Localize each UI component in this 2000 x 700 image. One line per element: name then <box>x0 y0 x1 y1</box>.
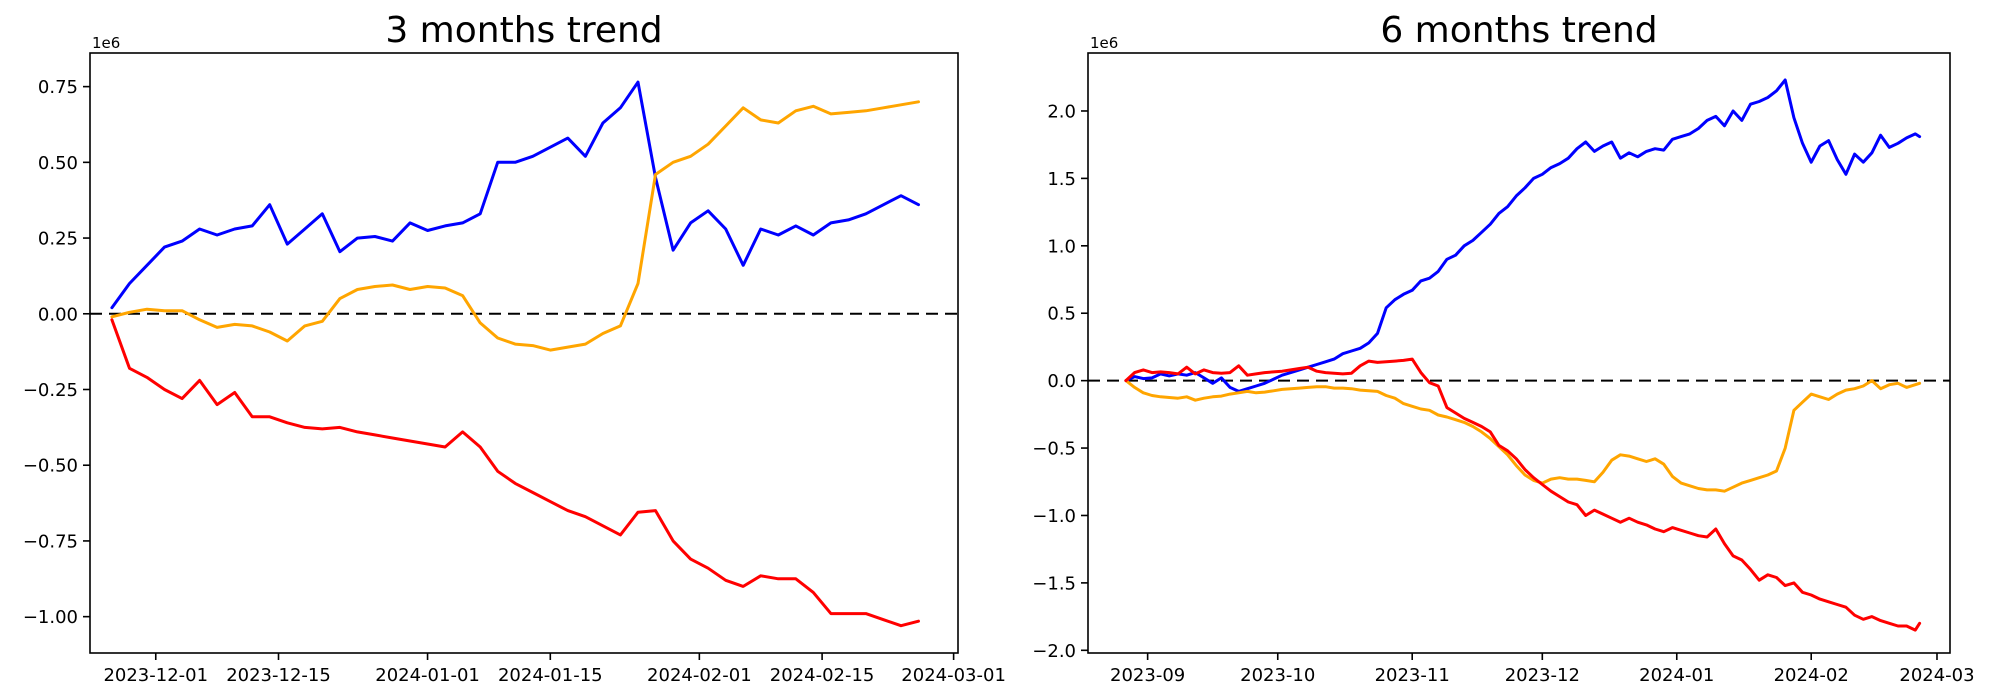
y-tick-label: 0.50 <box>38 153 78 174</box>
y-tick-label: 0.5 <box>1047 304 1076 325</box>
axes-frame <box>1087 52 1951 654</box>
x-tick-label: 2024-01-01 <box>375 665 480 686</box>
y-tick-label: −1.00 <box>23 607 78 628</box>
x-tick-label: 2023-10 <box>1240 665 1315 686</box>
y-tick-label: 1.0 <box>1047 236 1076 257</box>
y-tick-label: −1.0 <box>1032 506 1076 527</box>
x-tick-label: 2024-03-01 <box>901 665 1006 686</box>
x-tick-label: 2024-01-15 <box>498 665 603 686</box>
y-tick-label: −1.5 <box>1032 573 1076 594</box>
x-tick-label: 2024-02 <box>1774 665 1849 686</box>
x-tick-label: 2024-01 <box>1639 665 1714 686</box>
x-tick-label: 2023-12-01 <box>103 665 208 686</box>
series-line-red <box>110 318 920 628</box>
y-axis-offset-label: 1e6 <box>92 34 120 52</box>
x-tick-label: 2024-02-01 <box>647 665 752 686</box>
series-line-red <box>1124 357 1922 632</box>
y-tick-label: −0.75 <box>23 531 78 552</box>
plot-area-3-months: 2023-12-01 2023-12-15 2024-01-01 2024-01-15… <box>23 52 1006 686</box>
y-axis-offset-label: 1e6 <box>1090 34 1118 52</box>
y-tick-label: 2.0 <box>1047 101 1076 122</box>
x-tick-label: 2023-11 <box>1375 665 1450 686</box>
x-tick-label: 2024-03 <box>1899 665 1974 686</box>
series-line-orange <box>1124 379 1922 493</box>
series-line-orange <box>110 100 920 352</box>
y-tick-label: 0.75 <box>38 77 78 98</box>
x-tick-label: 2024-02-15 <box>770 665 875 686</box>
y-tick-label: 0.25 <box>38 229 78 250</box>
x-tick-label: 2023-12 <box>1505 665 1580 686</box>
chart-title-6-months: 6 months trend <box>1380 10 1657 51</box>
y-tick-label: −0.5 <box>1032 439 1076 460</box>
y-tick-label: 0.0 <box>1047 371 1076 392</box>
y-tick-label: −2.0 <box>1032 641 1076 662</box>
x-tick-label: 2023-09 <box>1110 665 1185 686</box>
series-line-blue <box>1124 78 1922 393</box>
x-tick-label: 2023-12-15 <box>226 665 331 686</box>
y-tick-label: 0.00 <box>38 304 78 325</box>
chart-title-3-months: 3 months trend <box>385 10 662 51</box>
y-tick-label: −0.50 <box>23 456 78 477</box>
y-tick-label: 1.5 <box>1047 169 1076 190</box>
series-line-blue <box>110 80 920 310</box>
plot-area-6-months: 2023-09 2023-10 2023-11 2023-12 2024-01 2024-… <box>1032 52 1975 686</box>
y-tick-label: −0.25 <box>23 380 78 401</box>
axes-frame <box>89 52 959 654</box>
